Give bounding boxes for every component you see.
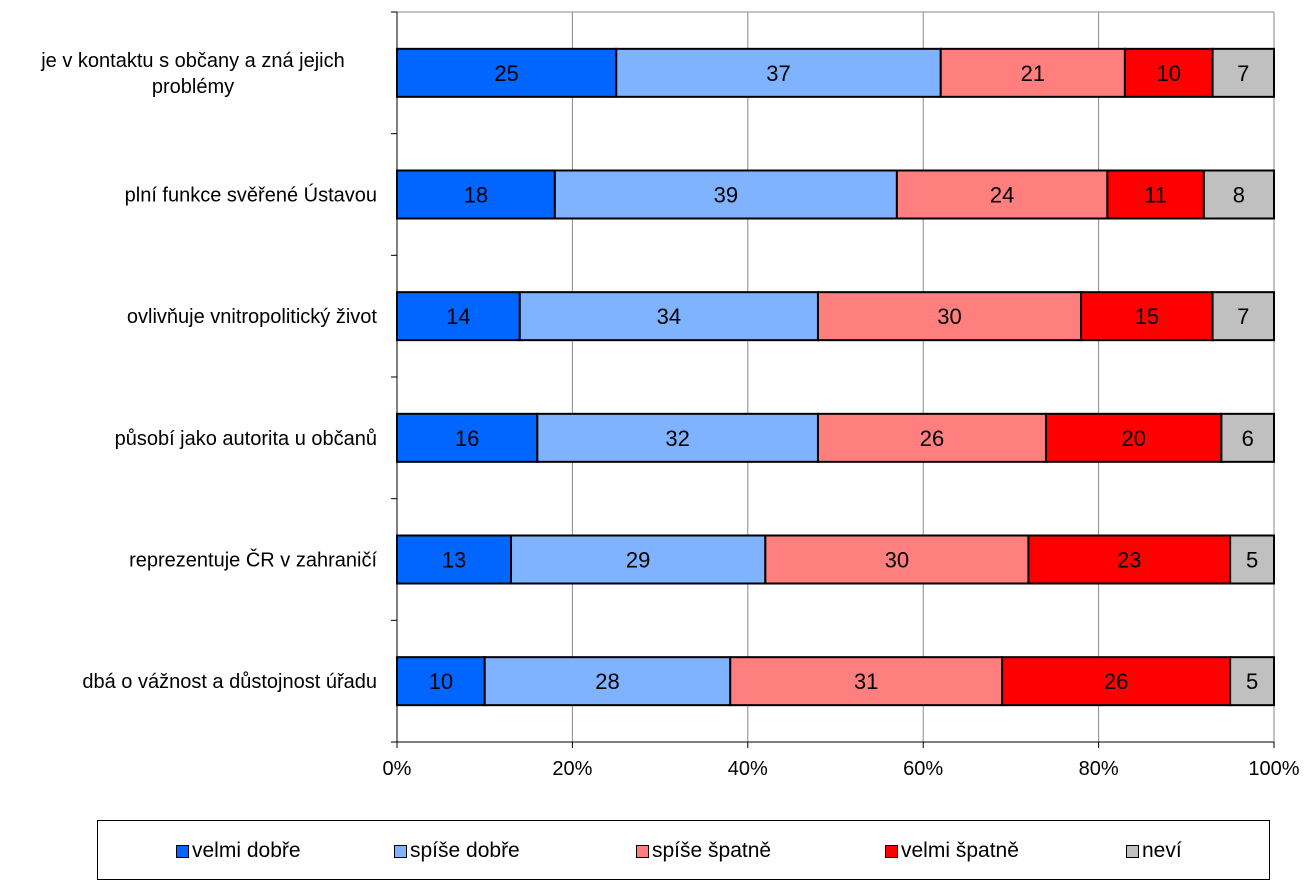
- data-label: 10: [1157, 61, 1181, 86]
- bar-segment: [816, 412, 1047, 463]
- data-label: 15: [1135, 304, 1159, 329]
- data-label: 5: [1246, 669, 1258, 694]
- bar-segment: [1229, 534, 1276, 585]
- data-label: 26: [920, 426, 944, 451]
- legend-swatch: [1126, 844, 1139, 858]
- legend-item: neví: [1126, 839, 1182, 863]
- data-label: 6: [1242, 426, 1254, 451]
- legend-swatch: [394, 844, 407, 858]
- bar-segment: [729, 656, 1004, 707]
- gridlines: [397, 11, 1275, 742]
- bar-segment: [536, 412, 819, 463]
- x-tick-label: 0%: [383, 758, 412, 780]
- x-tick-labels: 0% 20% 40% 60% 80% 100%: [383, 758, 1300, 780]
- data-label: 31: [854, 669, 878, 694]
- legend-label: velmi špatně: [901, 839, 1019, 862]
- bar-segment: [895, 169, 1109, 220]
- x-tick-label: 100%: [1248, 758, 1299, 780]
- legend-item: velmi špatně: [885, 839, 1019, 863]
- bar-segment: [396, 169, 556, 220]
- data-label: 16: [455, 426, 479, 451]
- category-label: působí jako autorita u občanů: [115, 428, 377, 450]
- bar-segment: [1106, 169, 1205, 220]
- category-labels: je v kontaktu s občany a zná jejich probl…: [40, 50, 377, 693]
- bar-segment: [1027, 534, 1232, 585]
- bar-segment: [518, 291, 819, 342]
- legend-label: neví: [1142, 839, 1182, 862]
- x-tick-label: 20%: [552, 758, 592, 780]
- data-label: 5: [1246, 548, 1258, 573]
- category-label: je v kontaktu s občany a zná jejich probl…: [40, 50, 345, 98]
- data-label: 11: [1144, 183, 1167, 208]
- data-label: 21: [1021, 61, 1045, 86]
- data-label: 26: [1104, 669, 1128, 694]
- bar-segment: [396, 47, 618, 98]
- axes: [391, 11, 1275, 748]
- bar-segment: [1211, 47, 1275, 98]
- legend-label: spíše dobře: [410, 839, 520, 862]
- data-label: 32: [665, 426, 689, 451]
- bar-segment: [1220, 412, 1276, 463]
- category-label: reprezentuje ČR v zahraničí: [129, 549, 377, 572]
- data-label: 30: [885, 548, 909, 573]
- x-tick-label: 60%: [903, 758, 943, 780]
- data-label: 39: [714, 183, 738, 208]
- legend-swatch: [636, 844, 649, 858]
- category-label: ovlivňuje vnitropolitický život: [127, 306, 378, 328]
- legend: velmi dobře spíše dobře spíše špatně velmi …: [97, 820, 1270, 880]
- legend-item: spíše špatně: [636, 839, 771, 863]
- bar-segment: [1080, 291, 1214, 342]
- bar-segment: [483, 656, 732, 707]
- bar-segment: [764, 534, 1030, 585]
- data-label: 13: [442, 548, 466, 573]
- data-label: 18: [464, 183, 488, 208]
- data-label: 30: [937, 304, 961, 329]
- data-label: 10: [429, 669, 453, 694]
- bar-segment: [1229, 656, 1276, 707]
- data-label: 7: [1237, 61, 1249, 86]
- x-tick-label: 40%: [728, 758, 768, 780]
- bars: 25 37 21 10 7 18 39 24 11 8 14 34 30 15 7 16 32 26 20 6 13 29…: [396, 47, 1276, 707]
- legend-label: velmi dobře: [192, 839, 301, 862]
- bar-segment: [1211, 291, 1275, 342]
- data-label: 28: [595, 669, 619, 694]
- legend-swatch: [885, 844, 898, 858]
- x-tick-label: 80%: [1079, 758, 1119, 780]
- data-label: 24: [990, 183, 1014, 208]
- bar-segment: [1202, 169, 1275, 220]
- bar-segment: [816, 291, 1083, 342]
- bar-segment: [553, 169, 898, 220]
- category-label: dbá o vážnost a důstojnost úřadu: [82, 671, 377, 693]
- bar-segment: [1001, 656, 1232, 707]
- category-label: plní funkce svěřené Ústavou: [125, 184, 377, 207]
- data-label: 25: [494, 61, 518, 86]
- legend-item: spíše dobře: [394, 839, 520, 863]
- data-label: 23: [1117, 548, 1141, 573]
- data-label: 14: [446, 304, 470, 329]
- data-label: 37: [766, 61, 790, 86]
- chart: 25 37 21 10 7 18 39 24 11 8 14 34 30 15 7 16 32 26 20 6 13 29…: [40, 11, 1300, 780]
- data-label: 29: [626, 548, 650, 573]
- bar-segment: [396, 291, 521, 342]
- data-label: 34: [657, 304, 681, 329]
- bar-segment: [396, 656, 486, 707]
- data-label: 8: [1233, 183, 1245, 208]
- legend-label: spíše špatně: [652, 839, 772, 862]
- legend-swatch: [176, 844, 189, 858]
- data-label: 20: [1121, 426, 1145, 451]
- bar-segment: [1123, 47, 1214, 98]
- legend-item: velmi dobře: [176, 839, 301, 863]
- data-label: 7: [1237, 304, 1249, 329]
